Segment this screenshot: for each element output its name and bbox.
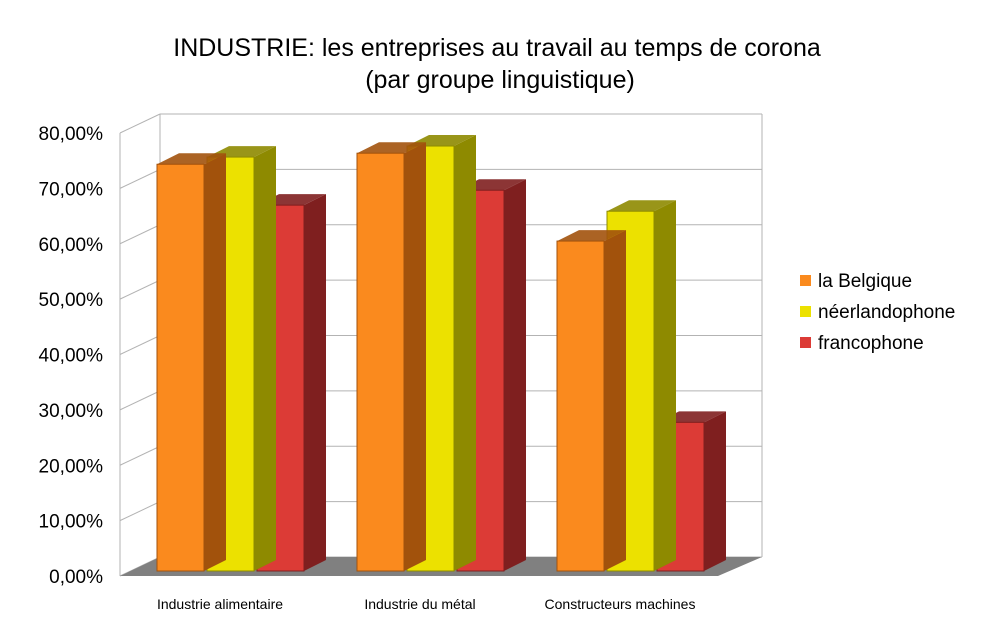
y-tick-label: 70,00% [39,179,104,200]
legend-swatch [800,337,811,348]
gridline-side [119,390,161,411]
y-tick-label: 20,00% [39,456,104,477]
gridline-side [119,501,161,522]
gridline-side [119,168,161,189]
bar [156,163,205,572]
bar-side [454,135,476,571]
y-tick-label: 40,00% [39,346,104,367]
bar-side [304,194,326,571]
bar-side [604,230,626,571]
gridline-side [119,224,161,245]
y-tick-label: 0,00% [49,567,103,588]
bar-top [157,153,226,165]
bar-top [557,230,626,242]
bar-side [504,179,526,572]
legend-swatch [800,275,811,286]
bar-top [607,200,676,212]
bar-side [704,411,726,571]
legend-swatch [800,306,811,317]
gridline-side [119,113,161,134]
y-tick-label: 50,00% [39,290,104,311]
legend-label: francophone [818,333,924,354]
bar-side [204,153,226,571]
y-tick-label: 80,00% [39,124,104,145]
x-tick-label: Industrie du métal [364,596,475,612]
bar [556,240,605,572]
gridline-side [119,279,161,300]
chart-title: INDUSTRIE: les entreprises au travail au… [173,34,821,62]
chart-subtitle: (par groupe linguistique) [365,66,635,94]
bar-side [254,146,276,571]
bar-side [404,142,426,571]
bar-side [654,200,676,571]
x-tick-label: Industrie alimentaire [157,596,283,612]
y-tick-label: 60,00% [39,235,104,256]
x-tick-label: Constructeurs machines [545,596,696,612]
bar [356,152,405,572]
legend-label: la Belgique [818,271,912,292]
gridline-side [119,335,161,355]
gridline-side [119,445,161,466]
y-tick-label: 10,00% [39,512,104,533]
y-tick-label: 30,00% [39,401,104,422]
bar-top [357,142,426,154]
legend-label: néerlandophone [818,302,955,323]
